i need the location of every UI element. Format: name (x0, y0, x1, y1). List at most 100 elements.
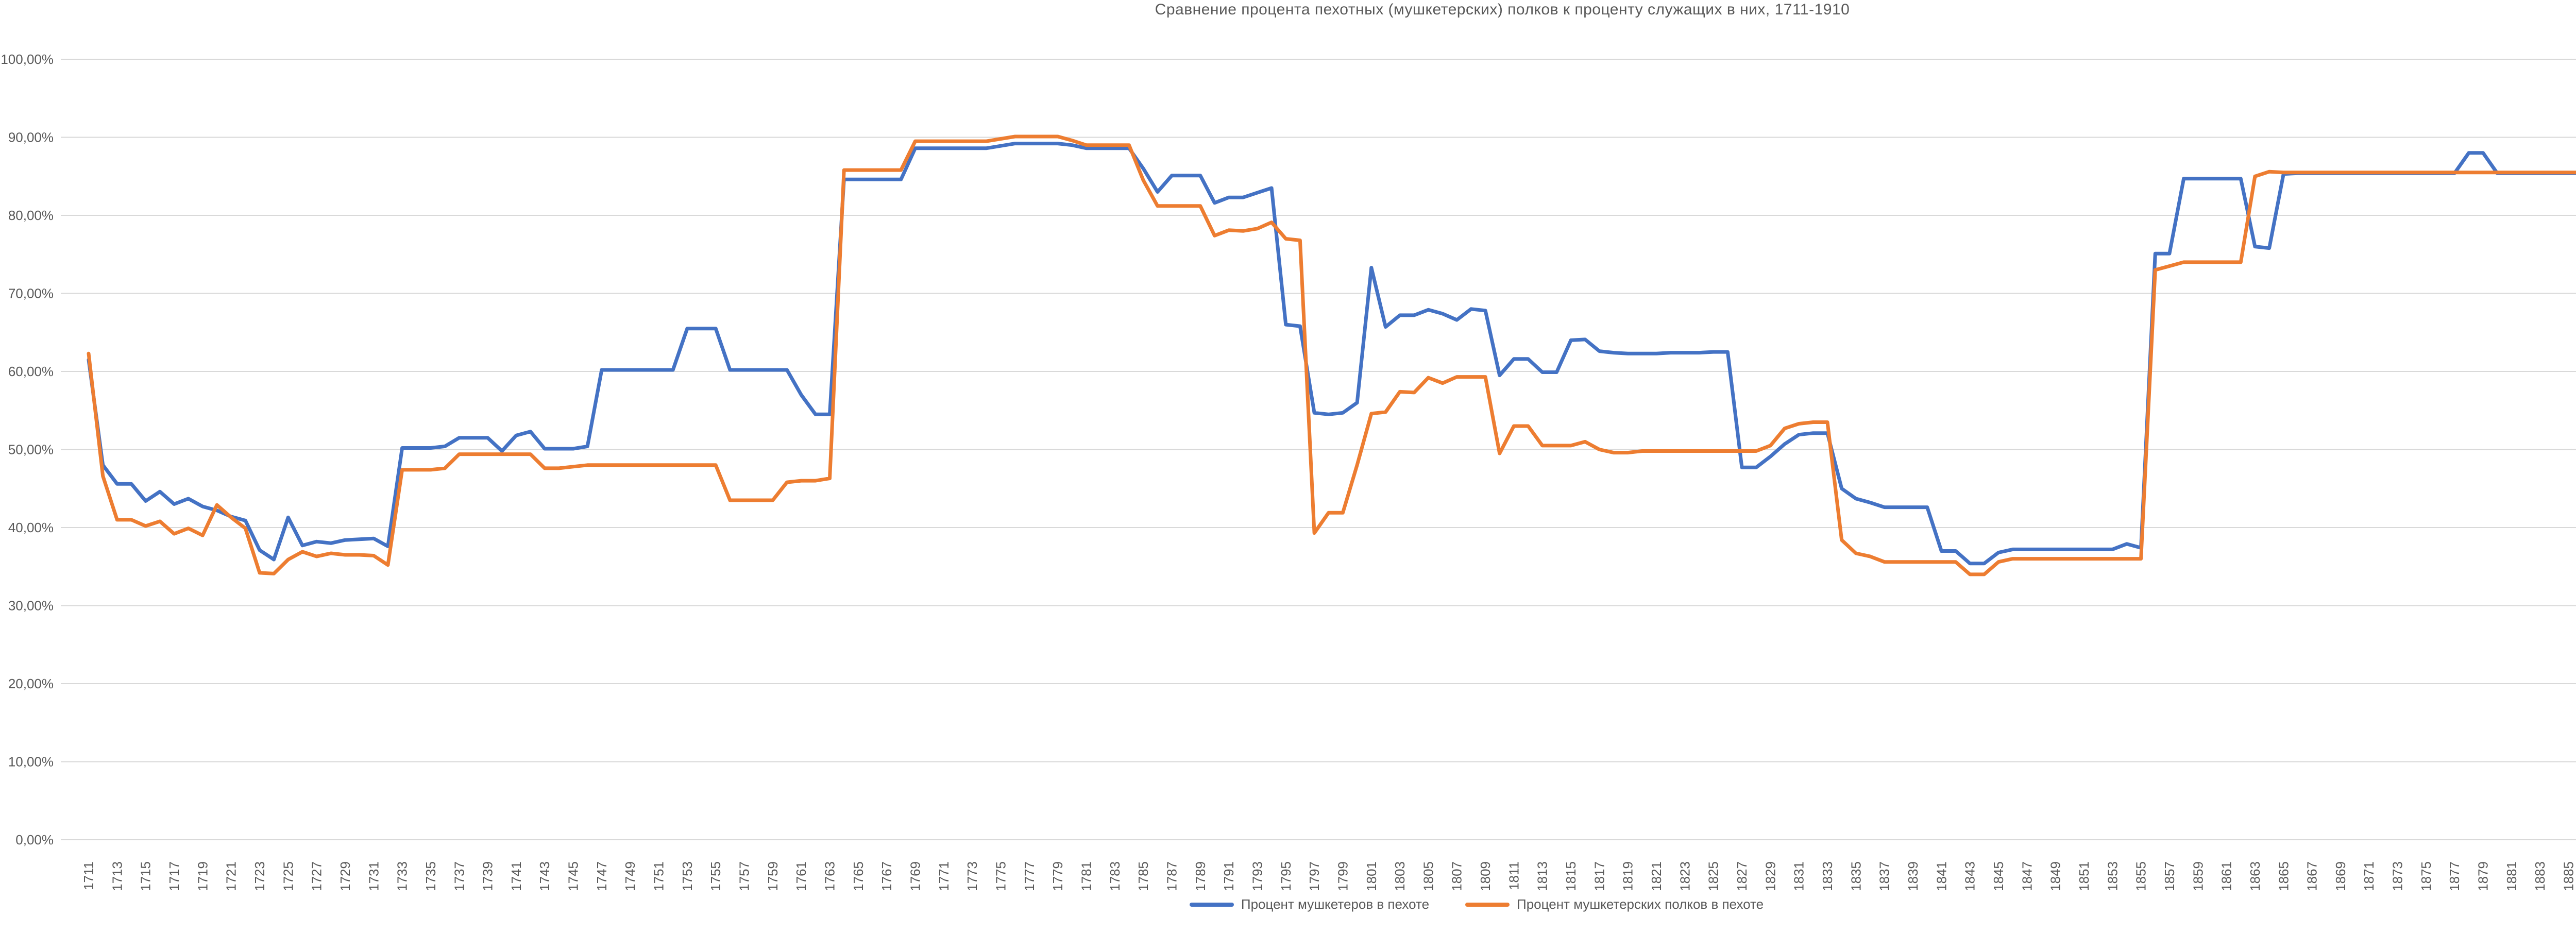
series-line-0[interactable] (87, 142, 2576, 566)
x-tick-label: 1733 (395, 861, 410, 891)
x-tick-label: 1775 (993, 861, 1008, 891)
y-tick-label: 10,00% (8, 754, 54, 770)
x-tick-label: 1843 (1962, 861, 1978, 891)
x-tick-label: 1737 (451, 861, 467, 891)
x-tick-label: 1753 (680, 861, 695, 891)
x-tick-label: 1789 (1193, 861, 1208, 891)
x-tick-label: 1821 (1649, 861, 1664, 891)
x-tick-label: 1771 (936, 861, 952, 891)
x-tick-label: 1761 (793, 861, 809, 891)
x-tick-label: 1829 (1762, 861, 1778, 891)
x-tick-label: 1741 (509, 861, 524, 891)
y-tick-label: 80,00% (8, 208, 54, 223)
x-axis-labels: 1711 1713 1715 1717 1719 1721 1723 1725 1727 1729… (81, 861, 2576, 891)
x-tick-label: 1861 (2219, 861, 2234, 891)
x-tick-label: 1819 (1620, 861, 1636, 891)
x-tick-label: 1787 (1164, 861, 1179, 891)
x-tick-label: 1863 (2247, 861, 2263, 891)
x-tick-label: 1811 (1506, 861, 1521, 890)
y-tick-label: 100,00% (1, 52, 54, 67)
x-tick-label: 1783 (1107, 861, 1123, 891)
x-tick-label: 1877 (2447, 861, 2462, 891)
x-tick-label: 1739 (480, 861, 496, 891)
x-tick-label: 1835 (1848, 861, 1863, 891)
x-tick-label: 1727 (309, 861, 325, 891)
legend-line-marker-blue-icon (1189, 902, 1234, 907)
legend-item-musketeer-regiments[interactable]: Процент мушкетерских полков в пехоте (1465, 896, 1764, 912)
x-tick-label: 1845 (1991, 861, 2006, 891)
x-tick-label: 1785 (1136, 861, 1151, 891)
x-tick-label: 1795 (1278, 861, 1294, 891)
x-tick-label: 1793 (1249, 861, 1265, 891)
x-tick-label: 1791 (1221, 861, 1236, 891)
x-tick-label: 1725 (280, 861, 296, 891)
x-tick-label: 1875 (2418, 861, 2434, 891)
x-tick-label: 1817 (1591, 861, 1607, 891)
legend: Процент мушкетеров в пехоте Процент мушк… (0, 896, 2576, 912)
y-tick-label: 0,00% (15, 832, 54, 847)
x-tick-label: 1743 (537, 861, 552, 891)
x-tick-label: 1731 (366, 861, 381, 891)
x-tick-label: 1763 (822, 861, 838, 891)
x-tick-label: 1867 (2304, 861, 2320, 891)
y-tick-label: 60,00% (8, 364, 54, 379)
x-tick-label: 1831 (1791, 861, 1807, 891)
x-tick-label: 1777 (1022, 861, 1037, 891)
x-tick-label: 1751 (651, 861, 667, 891)
y-tick-label: 40,00% (8, 520, 54, 535)
x-tick-label: 1839 (1905, 861, 1921, 891)
x-tick-label: 1765 (851, 861, 866, 891)
x-tick-label: 1749 (622, 861, 638, 891)
chart-title: Сравнение процента пехотных (мушкетерски… (1155, 1, 1850, 18)
x-tick-label: 1855 (2133, 861, 2149, 891)
x-tick-label: 1833 (1820, 861, 1835, 891)
x-tick-label: 1853 (2105, 861, 2120, 891)
x-tick-label: 1883 (2532, 861, 2548, 891)
series-line-1[interactable] (87, 134, 2576, 576)
x-tick-label: 1825 (1706, 861, 1721, 891)
x-tick-label: 1803 (1392, 861, 1408, 891)
legend-line-marker-orange-icon (1465, 902, 1510, 907)
x-tick-label: 1735 (423, 861, 438, 891)
x-tick-label: 1759 (765, 861, 781, 891)
x-tick-label: 1779 (1050, 861, 1065, 891)
x-tick-label: 1869 (2333, 861, 2348, 891)
x-tick-label: 1879 (2476, 861, 2491, 891)
x-tick-label: 1715 (138, 861, 154, 891)
x-tick-label: 1717 (166, 861, 182, 891)
legend-label-musketeers: Процент мушкетеров в пехоте (1241, 896, 1430, 912)
x-tick-label: 1721 (224, 861, 239, 891)
x-tick-label: 1873 (2390, 861, 2405, 891)
x-tick-label: 1837 (1877, 861, 1892, 891)
x-tick-label: 1769 (908, 861, 923, 891)
x-tick-label: 1805 (1420, 861, 1436, 891)
x-tick-label: 1801 (1364, 861, 1379, 891)
series-lines (87, 134, 2576, 576)
x-tick-label: 1729 (337, 861, 353, 891)
x-tick-label: 1747 (594, 861, 609, 891)
x-tick-label: 1797 (1307, 861, 1322, 891)
y-tick-label: 70,00% (8, 286, 54, 301)
x-tick-label: 1755 (708, 861, 723, 891)
x-tick-label: 1847 (2019, 861, 2035, 891)
x-tick-label: 1767 (879, 861, 894, 891)
x-tick-label: 1813 (1535, 861, 1550, 891)
y-tick-label: 30,00% (8, 598, 54, 614)
x-tick-label: 1815 (1563, 861, 1579, 891)
x-tick-label: 1713 (109, 861, 125, 891)
x-tick-label: 1849 (2048, 861, 2063, 891)
x-tick-label: 1773 (964, 861, 980, 891)
x-tick-label: 1745 (566, 861, 581, 891)
x-tick-label: 1711 (81, 861, 96, 890)
x-tick-label: 1865 (2276, 861, 2291, 891)
x-tick-label: 1719 (195, 861, 210, 891)
x-tick-label: 1881 (2504, 861, 2519, 891)
x-tick-label: 1857 (2162, 861, 2177, 891)
x-tick-label: 1807 (1449, 861, 1465, 891)
gridlines (61, 59, 2576, 840)
x-tick-label: 1841 (1934, 861, 1949, 891)
y-axis-labels: 0,00% 10,00% 20,00% 30,00% 40,00% 50,00% 60,00… (1, 52, 54, 847)
legend-item-musketeers[interactable]: Процент мушкетеров в пехоте (1189, 896, 1430, 912)
y-tick-label: 20,00% (8, 676, 54, 691)
